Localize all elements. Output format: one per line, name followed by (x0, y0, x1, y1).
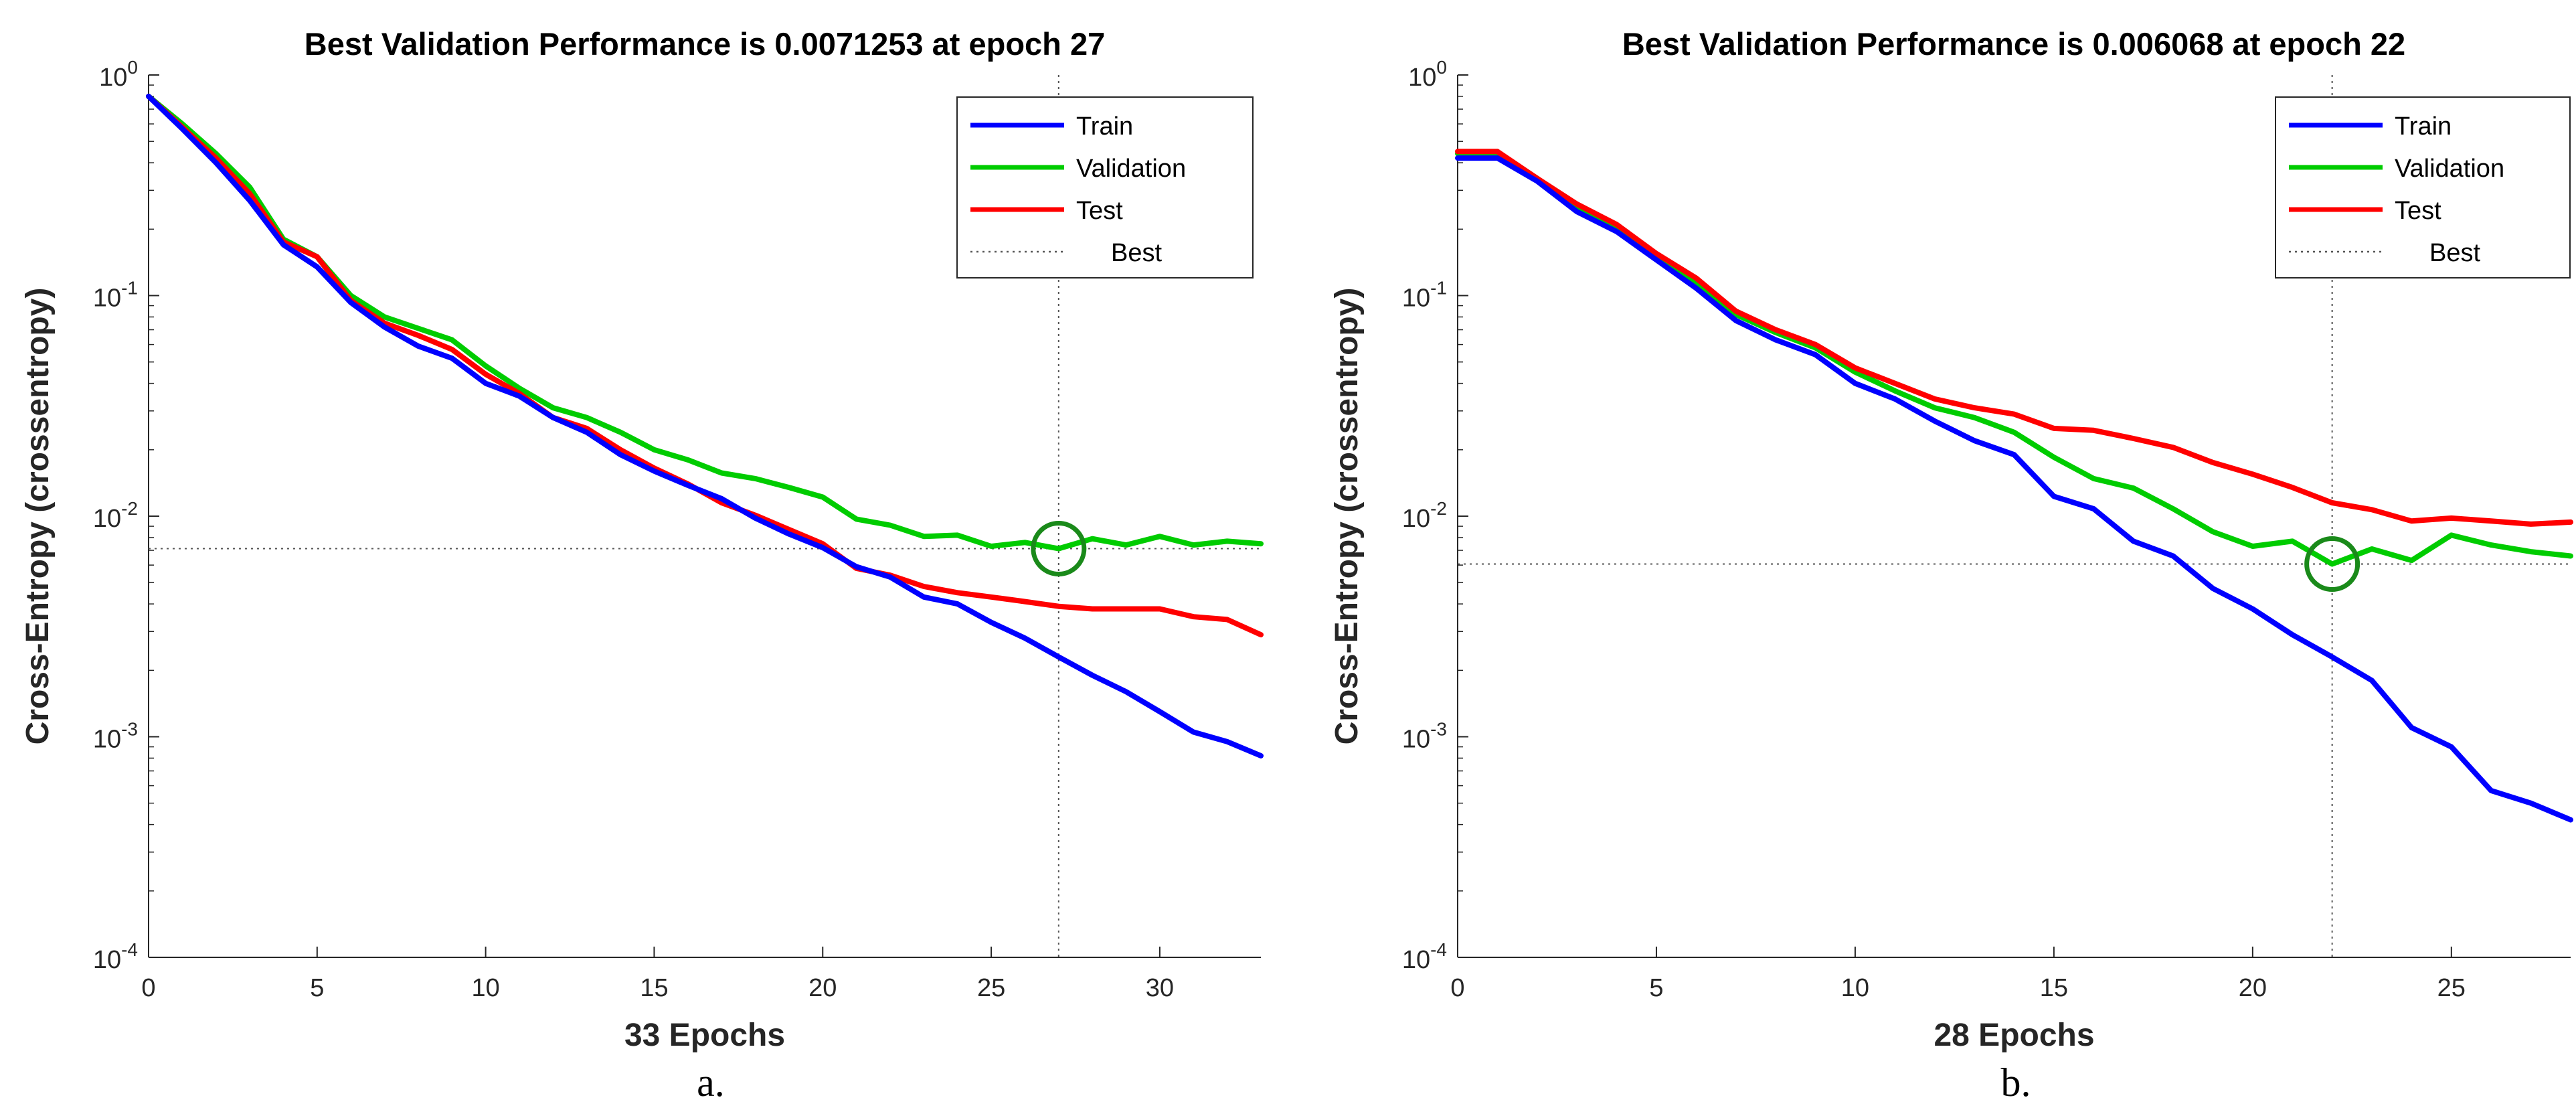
chart-title: Best Validation Performance is 0.006068 … (1622, 26, 2405, 62)
y-tick-label: 10-1 (93, 278, 138, 313)
legend-label: Train (1076, 112, 1133, 141)
x-tick-label: 25 (2437, 974, 2466, 1002)
y-tick-label: 10-3 (93, 719, 138, 754)
caption-a: a. (697, 1060, 725, 1105)
legend-label: Validation (1076, 155, 1186, 183)
y-tick-label: 10-4 (93, 939, 138, 974)
caption-b: b. (2001, 1060, 2031, 1105)
legend-label: Validation (2395, 155, 2504, 183)
legend-label: Test (2395, 197, 2441, 225)
legend-label: Test (1076, 197, 1123, 225)
y-tick-label: 10-2 (1402, 498, 1447, 533)
best-marker-circle (2304, 536, 2360, 592)
series-line-train (1455, 155, 2573, 823)
legend: Train Validation Test Best (956, 96, 1254, 278)
series-line-train (146, 93, 1264, 759)
y-tick-label: 10-4 (1402, 939, 1447, 974)
legend-label: Best (2429, 239, 2480, 267)
x-axis-label: 33 Epochs (624, 1018, 785, 1053)
chart-panel-a: 0 5 10 15 20 25 30 100 10-1 10-2 10-3 10-4 Best Vali… (20, 26, 1264, 1053)
legend-label: Train (2395, 112, 2452, 141)
series-line-test (1455, 149, 2573, 527)
y-tick-label: 100 (99, 57, 138, 92)
x-tick-label: 20 (808, 974, 837, 1002)
x-tick-label: 20 (2239, 974, 2267, 1002)
x-tick-label: 0 (1450, 974, 1464, 1002)
y-tick-label: 10-1 (1402, 278, 1447, 313)
x-tick-label: 15 (2040, 974, 2068, 1002)
y-tick-label: 10-3 (1402, 719, 1447, 754)
best-marker-circle (1031, 521, 1087, 577)
y-axis-label: Cross-Entropy (crossentropy) (1329, 288, 1365, 745)
chart-title: Best Validation Performance is 0.0071253… (305, 26, 1105, 62)
x-tick-label: 10 (471, 974, 499, 1002)
x-tick-label: 30 (1146, 974, 1174, 1002)
chart-panel-b: 0 5 10 15 20 25 100 10-1 10-2 10-3 10-4 Best Valida… (1329, 26, 2573, 1053)
legend: Train Validation Test Best (2275, 96, 2571, 278)
x-tick-label: 5 (310, 974, 324, 1002)
legend-label: Best (1111, 239, 1162, 267)
x-axis-label: 28 Epochs (1934, 1018, 2094, 1053)
x-tick-label: 25 (977, 974, 1005, 1002)
y-tick-label: 10-2 (93, 498, 138, 533)
x-tick-label: 10 (1841, 974, 1869, 1002)
x-tick-label: 15 (640, 974, 668, 1002)
y-axis-label: Cross-Entropy (crossentropy) (20, 288, 56, 745)
x-tick-label: 5 (1649, 974, 1663, 1002)
y-tick-label: 100 (1408, 57, 1447, 92)
x-tick-label: 0 (141, 974, 155, 1002)
